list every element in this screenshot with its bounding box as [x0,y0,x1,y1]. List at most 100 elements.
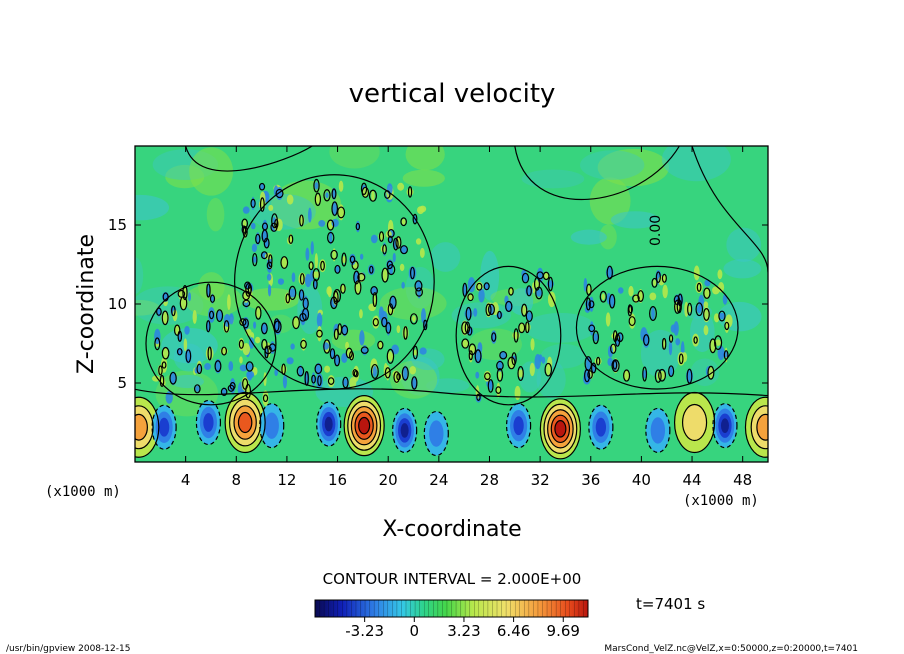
turbulent-cell [406,188,414,196]
contour-line [610,343,617,354]
contour-line [206,320,211,333]
contour-line [331,201,339,216]
turbulent-cell [266,273,272,281]
turbulent-cell [187,292,191,302]
contour-line [337,206,346,219]
contour-line [360,346,369,354]
turbulent-cell [713,313,720,323]
background-blob [580,150,645,180]
turbulent-cell [605,312,611,327]
colorbar-tick-label: 9.69 [547,622,580,640]
turbulent-cell [326,286,332,296]
turbulent-cell [586,356,591,371]
turbulent-cell [354,281,362,294]
turbulent-cell [313,279,318,289]
x-tick-label: 12 [277,471,296,489]
contour-line [185,146,313,172]
turbulent-cell [536,289,542,297]
background-blob [135,257,144,295]
turbulent-cell [251,243,258,253]
contour-line [358,416,371,435]
updraft-level [135,414,148,441]
turbulent-cell [712,286,720,295]
contour-line [347,400,382,451]
downdraft-level [595,417,607,437]
background-blob [468,328,522,361]
contour-line [314,192,322,207]
turbulent-cell [331,218,339,228]
turbulent-cell [179,297,188,310]
turbulent-cell [242,206,250,214]
colorbar-tick-label: 6.46 [497,622,530,640]
contour-line [327,231,335,244]
turbulent-cell [409,365,417,375]
turbulent-cell [522,274,529,283]
background-blob [189,147,234,196]
contour-line [381,317,388,328]
contour-line [327,377,335,385]
contour-line [547,276,554,292]
turbulent-cell [227,294,231,310]
turbulent-cell [333,355,341,366]
turbulent-cell [651,307,655,320]
turbulent-cell [504,300,513,313]
turbulent-cell [421,308,426,324]
contour-line [467,293,474,302]
contour-line [468,343,477,356]
x-axis-label: X-coordinate [382,517,521,542]
contour-line [233,405,257,440]
turbulent-cell [475,371,480,379]
contour-line [208,310,215,320]
turbulent-cell [371,190,375,202]
downdraft-level [264,412,279,439]
contour-line [370,286,378,296]
turbulent-cell [401,244,407,255]
contour-line [238,339,244,349]
turbulent-cell [543,271,549,281]
contour-line [261,222,269,231]
contour-line [386,348,395,364]
background-blob [518,361,542,393]
turbulent-cell [670,324,677,333]
contour-line [261,338,268,351]
x-tick-label: 32 [531,471,550,489]
downdraft-level [158,417,170,437]
turbulent-cell [208,307,215,323]
turbulent-cell [547,291,556,308]
contour-line [505,403,532,449]
turbulent-cell [172,309,178,322]
contour-line [314,363,323,375]
contour-line [505,300,513,313]
contour-line [244,281,251,290]
contour-line [259,403,285,449]
contour-line [275,188,284,199]
contour-line [242,318,249,329]
x-axis: 4 8 12 16 20 24 28 32 36 40 44 48 [181,146,752,489]
contour-line [173,324,181,336]
turbulent-cell [288,288,297,298]
contour-line [323,339,331,354]
contour-line [668,334,674,343]
turbulent-cell [607,357,613,367]
turbulent-cell [462,283,467,297]
turbulent-cell [370,234,378,244]
contour-line [411,376,418,390]
contour-line [756,413,768,441]
turbulent-cell [316,312,323,328]
background-blob [570,229,607,245]
turbulent-cell [359,330,365,346]
contour-line [487,303,495,316]
turbulent-cell [261,322,268,335]
contour-line [161,346,170,360]
contour-line [606,265,613,280]
contour-line [320,260,325,271]
contour-line [369,265,374,274]
turbulent-cell [246,362,253,370]
turbulent-cell [658,276,665,286]
turbulent-cell [692,333,700,347]
contour-line [242,378,249,390]
contour-line [674,299,681,314]
contour-line [316,401,342,447]
contour-line [255,306,262,320]
turbulent-cell [473,308,478,317]
